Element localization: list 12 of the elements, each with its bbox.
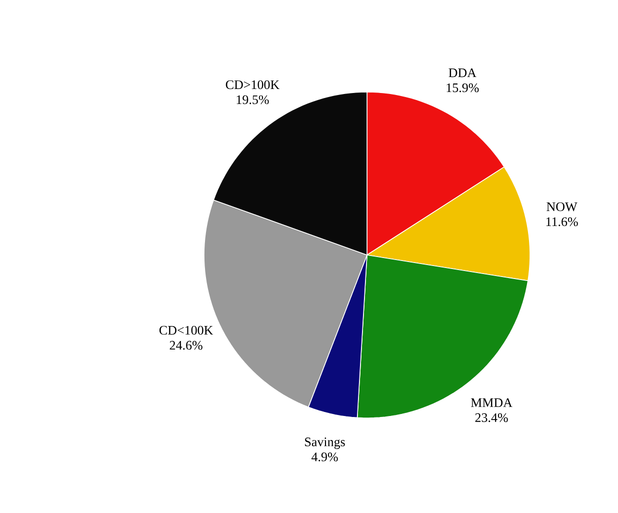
data-label: 11.6% — [546, 217, 578, 226]
slice-label: Savings — [305, 438, 345, 449]
slice-label: CD<100K — [159, 326, 214, 335]
data-label: 15.9% — [446, 83, 479, 92]
slice-label: NOW — [546, 202, 578, 212]
slice-label: MMDA — [470, 398, 512, 407]
data-label: 4.9% — [311, 452, 338, 462]
slice-label: DDA — [448, 68, 476, 78]
data-label: 19.5% — [236, 95, 269, 104]
data-label: 23.4% — [475, 413, 508, 422]
data-label: 24.6% — [170, 340, 202, 350]
slice-label: CD>100K — [226, 80, 280, 90]
